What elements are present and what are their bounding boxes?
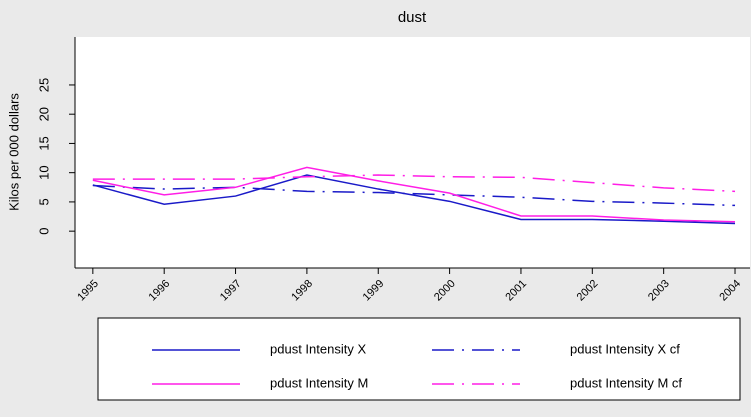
legend-label: pdust Intensity M (270, 375, 368, 390)
y-tick-label: 15 (36, 136, 51, 150)
y-tick-label: 20 (36, 107, 51, 121)
line (92, 174, 736, 193)
legend (97, 317, 741, 401)
y-tick-label: 10 (36, 165, 51, 179)
legend-label: pdust Intensity X cf (570, 341, 680, 356)
y-axis-label: Kilos per 000 dollars (6, 93, 21, 211)
line (92, 174, 736, 225)
y-tick-label: 25 (36, 78, 51, 92)
line (92, 184, 736, 207)
legend-label: pdust Intensity X (270, 341, 366, 356)
y-tick-label: 5 (36, 198, 51, 205)
plot-area (75, 37, 750, 268)
line (92, 166, 736, 223)
chart-title: dust (398, 9, 427, 26)
y-tick-label: 0 (36, 228, 51, 235)
legend-label: pdust Intensity M cf (570, 375, 682, 390)
